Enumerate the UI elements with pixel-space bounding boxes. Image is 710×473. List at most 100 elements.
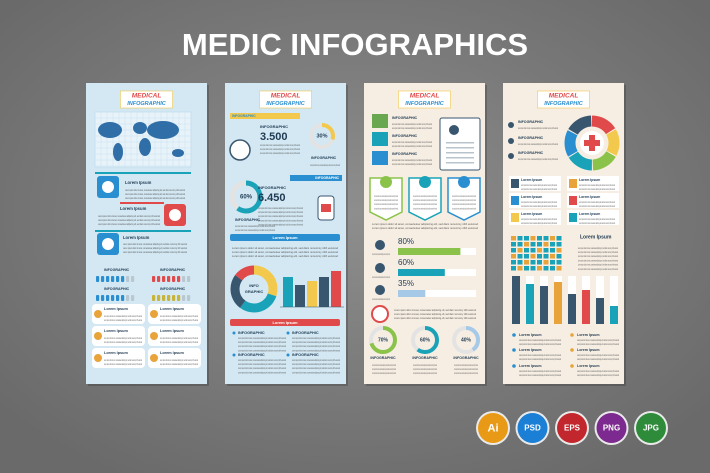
body-text: Lorem ipsum dolor sit amet, consectetuer… xyxy=(454,367,478,371)
body-text: Lorem ipsum dolor sit amet, consectetuer… xyxy=(104,318,142,322)
header-text: MEDICAL xyxy=(549,93,579,100)
people-icon xyxy=(126,276,130,282)
people-icon xyxy=(182,276,186,282)
icon-box xyxy=(372,151,388,165)
people-icon xyxy=(101,295,105,301)
body-text: Lorem ipsum dolor sit amet, consectetuer… xyxy=(578,250,618,254)
grid-square xyxy=(550,248,555,253)
body-text: Lorem ipsum dolor sit amet, consectetuer… xyxy=(392,126,432,130)
body-text: Lorem ipsum dolor sit amet, consectetuer… xyxy=(374,194,398,198)
header-subtext: INFOGRAPHIC xyxy=(405,101,445,107)
header-text: MEDICAL xyxy=(132,93,162,100)
body-text: Lorem ipsum dolor sit amet, consectetuer… xyxy=(413,194,437,198)
body-text: Lorem ipsum dolor sit amet, consectetuer… xyxy=(160,314,198,318)
poster xyxy=(503,83,624,384)
panel-label: INFOGRAPHIC xyxy=(370,356,396,360)
info-card xyxy=(92,326,145,346)
info-card xyxy=(509,210,561,225)
info-card xyxy=(92,348,145,368)
bullet xyxy=(512,333,516,337)
people-icon xyxy=(187,276,191,282)
organ-icon xyxy=(375,240,385,250)
body-text: Lorem ipsum dolor sit amet, consectetuer… xyxy=(454,363,478,367)
panel-label: Lorem Ipsum xyxy=(125,180,152,185)
people-icon xyxy=(96,295,100,301)
body-text: Lorem ipsum dolor sit amet, consectetuer… xyxy=(260,147,300,151)
panel-label: INFOGRAPHIC xyxy=(518,151,544,155)
body-text: Lorem ipsum dolor sit amet, consectetuer… xyxy=(374,202,398,206)
header-ribbon xyxy=(537,90,590,109)
panel-label: Lorem Ipsum xyxy=(272,235,298,240)
grid-square xyxy=(530,254,536,259)
panel-label: 40% xyxy=(461,337,472,343)
bullet xyxy=(508,153,514,159)
body-text: Lorem ipsum dolor sit amet, consectetuer… xyxy=(519,338,561,342)
grid-square xyxy=(517,254,523,259)
grid-square xyxy=(556,254,562,259)
body-text: Lorem ipsum dolor sit amet, consectetuer… xyxy=(452,194,476,198)
body-text: Lorem ipsum dolor sit amet, consectetuer… xyxy=(372,371,396,375)
map-continent xyxy=(172,149,184,157)
header-ribbon xyxy=(259,90,312,109)
header-ribbon xyxy=(120,90,173,109)
panel-label: 60% xyxy=(240,195,253,201)
body-text: Lorem ipsum dolor sit amet, consectetuer… xyxy=(258,223,303,227)
bullet xyxy=(512,348,516,352)
people-icon xyxy=(96,276,100,282)
grid-square xyxy=(524,236,529,241)
wheel-segment xyxy=(564,115,620,171)
grid-square xyxy=(530,236,536,241)
grid-square xyxy=(524,254,529,259)
body-text: Lorem ipsum dolor sit amet, consectetuer… xyxy=(392,140,432,144)
body-text: Lorem ipsum dolor sit amet, consectetuer… xyxy=(521,183,557,187)
bullet xyxy=(286,331,290,335)
people-icon xyxy=(152,276,156,282)
info-card xyxy=(92,304,145,324)
grid-square xyxy=(537,254,542,259)
body-text: Lorem ipsum dolor sit amet, consectetuer… xyxy=(238,340,286,344)
people-icon xyxy=(106,276,110,282)
panel-label: Lorem Ipsum xyxy=(521,212,542,216)
format-label: PSD xyxy=(524,424,541,433)
card-icon xyxy=(511,196,519,205)
panel-label: 60% xyxy=(398,258,414,267)
body-text: Lorem ipsum dolor sit amet, consectetuer… xyxy=(413,371,437,375)
grid-square xyxy=(524,242,529,247)
format-badge xyxy=(596,413,627,443)
grid-square xyxy=(537,248,542,253)
body-text: Lorem ipsum dolor sit amet, consectetuer… xyxy=(160,318,198,322)
body-text: Lorem ipsum dolor sit amet, consectetuer… xyxy=(577,373,619,377)
chart-bar xyxy=(568,294,576,324)
banner xyxy=(230,319,340,326)
progress-track xyxy=(398,290,476,297)
body-text: Lorem ipsum dolor sit amet, consectetuer… xyxy=(392,144,432,148)
donut-arc xyxy=(411,326,439,354)
panel-label: INFOGRAPHIC xyxy=(238,331,265,335)
panel-label: Lorem Ipsum xyxy=(160,307,184,311)
people-icon xyxy=(131,295,135,301)
body-text: Lorem ipsum dolor sit amet, consectetuer… xyxy=(292,362,340,366)
grid-square xyxy=(530,260,536,265)
body-text: Lorem ipsum dolor sit amet, consectetuer… xyxy=(518,157,558,161)
card-icon xyxy=(94,354,102,362)
body-text: Lorem ipsum dolor sit amet, consectetuer… xyxy=(310,163,340,167)
body-text: Lorem ipsum dolor sit amet, consectetuer… xyxy=(125,192,185,196)
shield xyxy=(447,177,481,221)
card-icon xyxy=(569,196,577,205)
panel-label: Lorem Ipsum xyxy=(519,364,542,368)
body-text: Lorem ipsum dolor sit amet, consectetuer… xyxy=(392,122,432,126)
panel-label: 70% xyxy=(378,337,389,343)
body-text: Lorem ipsum dolor sit amet, consectetuer… xyxy=(578,254,618,258)
people-icon xyxy=(157,295,161,301)
body-text: Lorem ipsum dolor sit amet, consectetuer… xyxy=(578,246,618,250)
grid-square xyxy=(511,260,516,265)
banner xyxy=(230,234,340,241)
clipboard-line xyxy=(446,162,474,164)
body-text: Lorem ipsum dolor sit amet, consectetuer… xyxy=(579,221,615,225)
body-text: Lorem ipsum dolor sit amet, consectetuer… xyxy=(238,348,286,352)
body-text: Lorem ipsum dolor sit amet, consectetuer… xyxy=(578,267,618,271)
grid-square xyxy=(543,242,549,247)
body-text: Lorem ipsum dolor sit amet, consectetuer… xyxy=(292,358,340,362)
panel-label: Lorem Ipsum xyxy=(104,329,128,333)
body-text: Lorem ipsum dolor sit amet, consectetuer… xyxy=(292,336,340,340)
